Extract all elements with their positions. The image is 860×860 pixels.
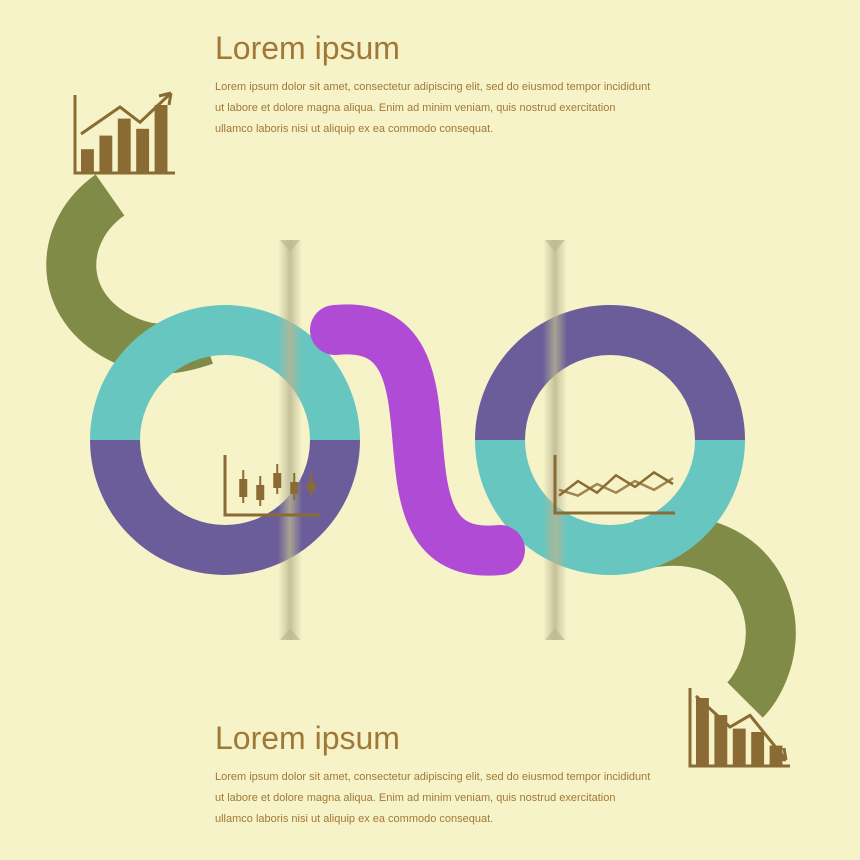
top-text-block: Lorem ipsum Lorem ipsum dolor sit amet, … [215,30,655,140]
bottom-text-block: Lorem ipsum Lorem ipsum dolor sit amet, … [215,720,655,830]
bottom-body: Lorem ipsum dolor sit amet, consectetur … [215,767,655,830]
top-title: Lorem ipsum [215,30,655,67]
infographic-canvas: Lorem ipsum Lorem ipsum dolor sit amet, … [0,0,860,860]
bottom-title: Lorem ipsum [215,720,655,757]
top-body: Lorem ipsum dolor sit amet, consectetur … [215,77,655,140]
